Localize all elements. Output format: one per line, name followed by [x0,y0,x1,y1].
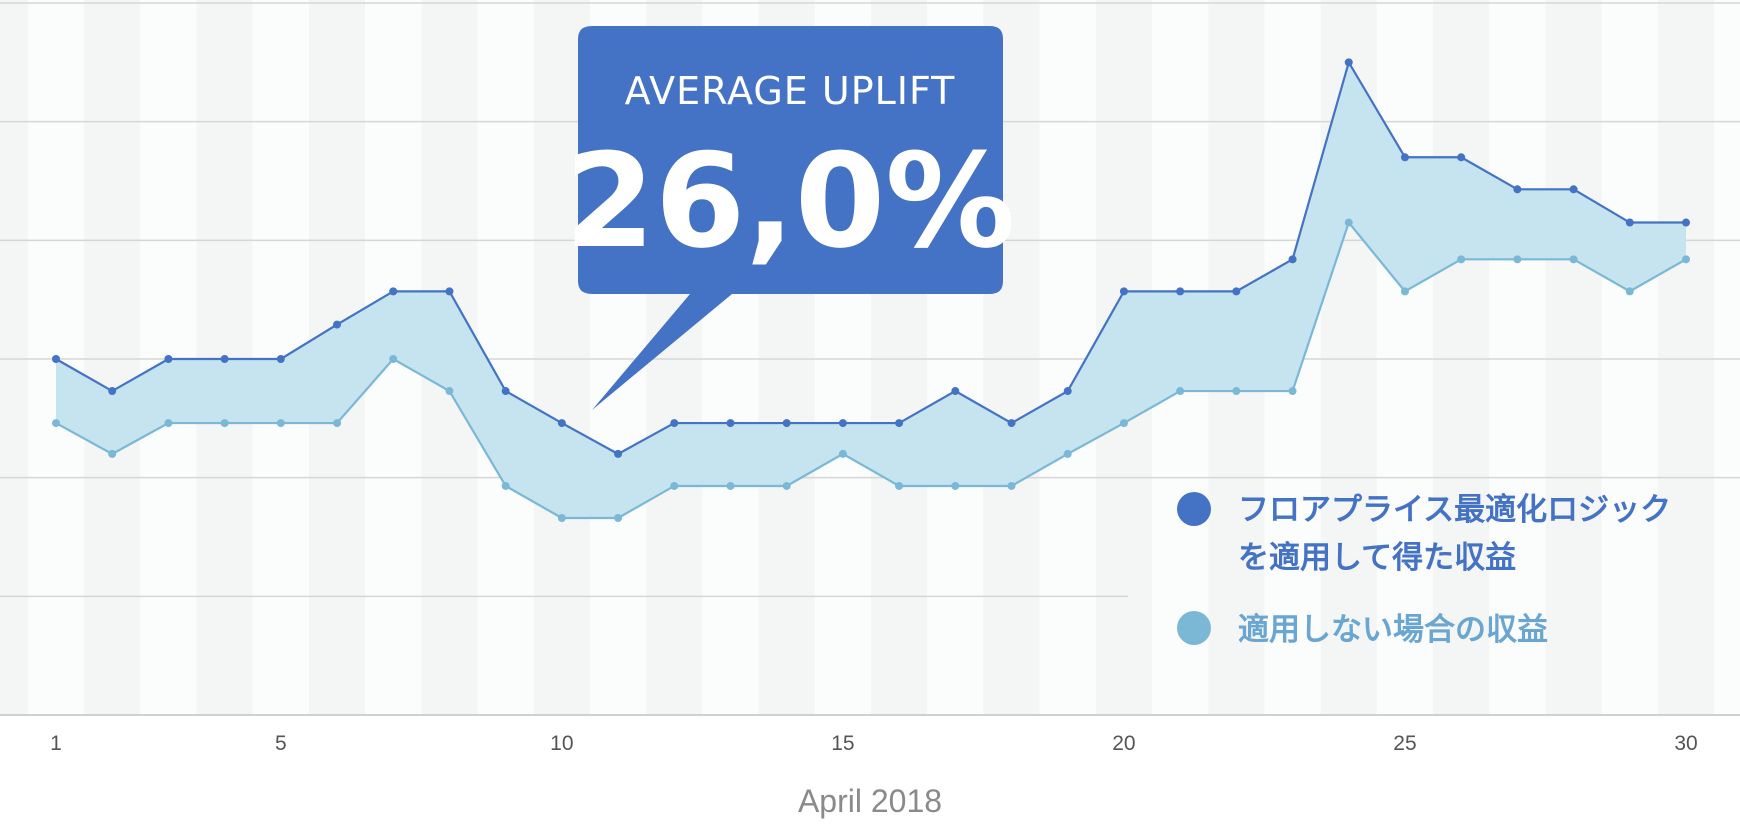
data-point-baseline [501,481,510,490]
legend-label-optimized-line2: を適用して得た収益 [1238,540,1516,576]
legend-marker-baseline [1177,611,1211,645]
average-uplift-callout: AVERAGE UPLIFT 26,0% [564,26,1016,410]
legend-label-baseline: 適用しない場合の収益 [1238,612,1548,648]
data-point-baseline [276,419,285,428]
data-point-optimized [1457,153,1466,162]
data-point-baseline [895,481,904,490]
data-point-baseline [782,481,791,490]
data-point-baseline [1007,481,1016,490]
data-point-optimized [670,419,679,428]
callout-box [578,26,1003,410]
day-band [1657,0,1715,715]
data-point-optimized [1344,58,1353,67]
data-point-baseline [1176,387,1185,396]
day-band [1376,0,1434,715]
day-band [1489,0,1546,715]
series-line-baseline [55,220,1687,520]
x-tick-labels: 1 5 10 15 20 25 30 [50,732,1698,755]
data-point-optimized [1569,185,1578,194]
uplift-fill [56,62,1686,519]
data-point-optimized [1232,287,1241,296]
data-point-optimized [1063,387,1072,396]
data-point-baseline [1063,449,1072,458]
data-point-baseline [164,419,173,428]
data-point-baseline [1625,287,1634,296]
data-point-optimized [557,419,566,428]
day-band [1714,0,1740,715]
data-point-baseline [108,449,117,458]
data-point-baseline [670,481,679,490]
data-point-baseline [726,481,735,490]
legend-label-optimized-line1: フロアプライス最適化ロジック [1238,492,1671,528]
day-band [1601,0,1658,715]
data-point-baseline [445,387,454,396]
x-axis-label: April 2018 [798,783,942,819]
data-point-baseline [1288,387,1297,396]
data-point-optimized [1625,218,1634,227]
data-point-baseline [1400,287,1409,296]
data-point-baseline [52,419,60,428]
x-tick-label: 25 [1393,732,1416,755]
data-point-baseline [951,481,960,490]
data-point-baseline [1119,419,1128,428]
data-point-optimized [726,419,735,428]
data-point-baseline [1513,255,1522,264]
data-point-optimized [164,355,173,363]
data-point-optimized [1513,185,1522,194]
data-point-optimized [1682,218,1690,227]
data-point-optimized [333,320,342,329]
data-point-optimized [782,419,791,428]
data-point-baseline [838,449,847,458]
data-point-optimized [108,387,117,396]
day-band [84,0,141,715]
callout-value: 26,0% [564,125,1015,277]
x-tick-label: 30 [1674,732,1697,755]
data-point-optimized [1007,419,1016,428]
x-tick-label: 15 [831,732,854,755]
data-point-optimized [52,355,60,363]
x-tick-label: 5 [275,732,287,755]
legend: フロアプライス最適化ロジック を適用して得た収益 適用しない場合の収益 [1177,492,1671,648]
uplift-area [56,62,1686,519]
series-points [52,58,1690,523]
data-point-optimized [220,355,229,363]
data-point-optimized [838,419,847,428]
data-point-baseline [389,355,398,363]
data-point-baseline [614,514,623,523]
data-point-optimized [1119,287,1128,296]
callout-title: AVERAGE UPLIFT [625,69,956,113]
day-band [1433,0,1490,715]
legend-item-baseline: 適用しない場合の収益 [1177,611,1548,648]
x-tick-label: 1 [50,732,62,755]
data-point-optimized [276,355,285,363]
day-band [1545,0,1602,715]
data-point-baseline [1457,255,1466,264]
data-point-optimized [614,449,623,458]
data-point-optimized [951,387,960,396]
day-band [0,0,28,715]
legend-marker-optimized [1177,492,1211,526]
data-point-optimized [501,387,510,396]
data-point-optimized [1288,255,1297,264]
x-tick-label: 20 [1112,732,1135,755]
data-point-optimized [895,419,904,428]
data-point-baseline [1344,218,1353,227]
data-point-optimized [1176,287,1185,296]
x-tick-label: 10 [550,732,573,755]
series-line-optimized [55,59,1686,456]
data-point-baseline [333,419,342,428]
data-point-optimized [445,287,454,296]
legend-item-optimized: フロアプライス最適化ロジック を適用して得た収益 [1177,492,1671,576]
data-point-baseline [220,419,229,428]
data-point-optimized [1400,153,1409,162]
series-lines [55,59,1687,520]
data-point-baseline [1569,255,1578,264]
data-point-baseline [557,514,566,523]
data-point-optimized [389,287,398,296]
data-point-baseline [1682,255,1690,264]
data-point-baseline [1232,387,1241,396]
